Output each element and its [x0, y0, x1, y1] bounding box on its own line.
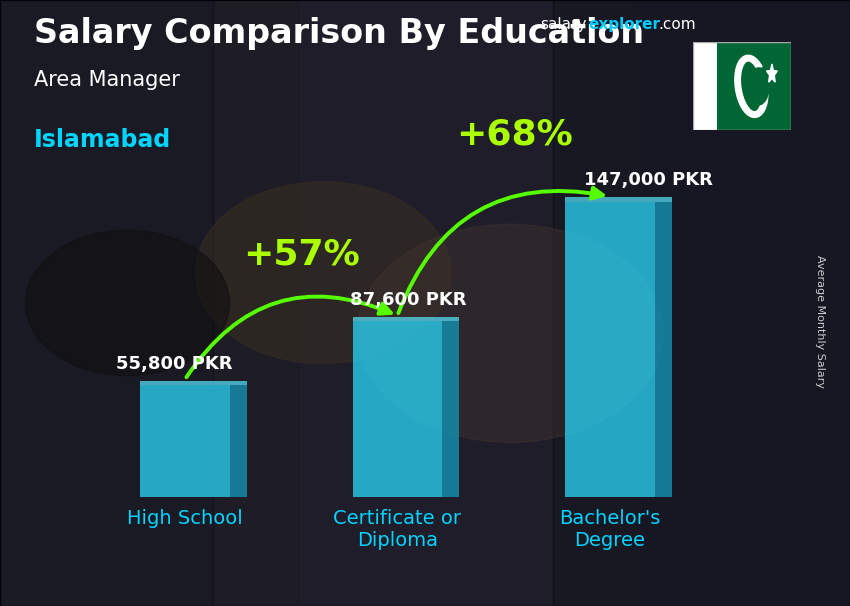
- FancyBboxPatch shape: [230, 385, 246, 497]
- Text: +68%: +68%: [456, 118, 573, 152]
- Bar: [140, 385, 230, 497]
- Text: +57%: +57%: [243, 237, 360, 271]
- FancyBboxPatch shape: [565, 198, 672, 202]
- Bar: [565, 202, 654, 497]
- Text: explorer: explorer: [588, 18, 660, 33]
- FancyBboxPatch shape: [0, 0, 298, 606]
- Text: Islamabad: Islamabad: [34, 128, 171, 152]
- Text: Area Manager: Area Manager: [34, 70, 180, 90]
- FancyBboxPatch shape: [442, 321, 459, 497]
- Circle shape: [196, 182, 450, 364]
- FancyBboxPatch shape: [654, 202, 672, 497]
- Circle shape: [26, 230, 230, 376]
- Circle shape: [357, 224, 663, 442]
- Polygon shape: [767, 64, 777, 82]
- Text: 147,000 PKR: 147,000 PKR: [584, 171, 712, 189]
- FancyBboxPatch shape: [353, 317, 459, 321]
- Text: Certificate or
Diploma: Certificate or Diploma: [333, 510, 462, 550]
- FancyBboxPatch shape: [552, 0, 850, 606]
- Text: Bachelor's
Degree: Bachelor's Degree: [559, 510, 660, 550]
- Text: 87,600 PKR: 87,600 PKR: [349, 291, 467, 308]
- Text: High School: High School: [127, 510, 243, 528]
- FancyBboxPatch shape: [140, 381, 246, 385]
- Circle shape: [749, 68, 769, 105]
- Text: 55,800 PKR: 55,800 PKR: [116, 355, 233, 373]
- Text: salary: salary: [540, 18, 586, 33]
- Text: Salary Comparison By Education: Salary Comparison By Education: [34, 18, 644, 50]
- Text: .com: .com: [659, 18, 696, 33]
- Bar: [717, 42, 790, 130]
- Bar: [693, 42, 717, 130]
- FancyBboxPatch shape: [212, 0, 638, 606]
- Text: Average Monthly Salary: Average Monthly Salary: [815, 255, 825, 388]
- Bar: [353, 321, 442, 497]
